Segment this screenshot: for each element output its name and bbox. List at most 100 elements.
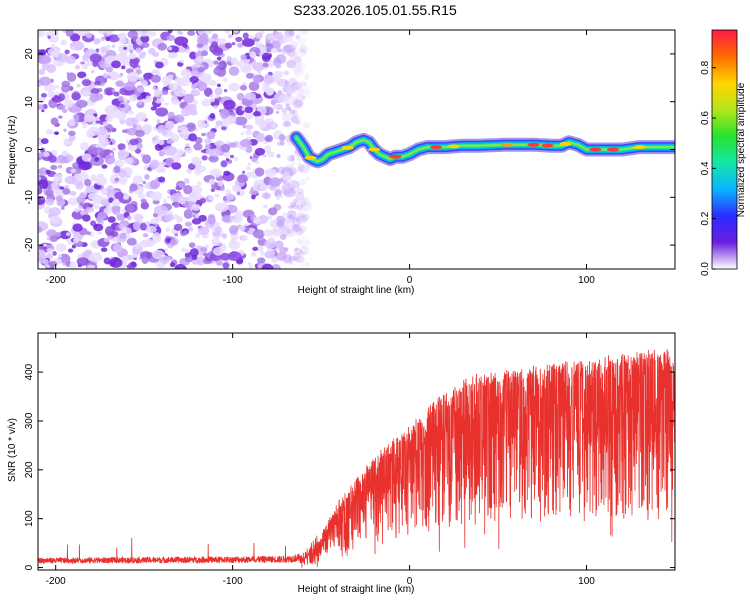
noise-blob xyxy=(153,205,168,216)
noise-blob xyxy=(246,171,255,178)
noise-blob xyxy=(275,103,283,111)
noise-blob xyxy=(114,177,120,182)
noise-blob xyxy=(58,115,63,119)
noise-blob xyxy=(261,192,272,200)
noise-blob xyxy=(297,164,305,172)
noise-blob xyxy=(262,45,267,51)
noise-blob xyxy=(142,233,149,238)
noise-blob xyxy=(221,143,231,153)
noise-blob xyxy=(276,48,283,53)
noise-blob xyxy=(204,244,209,249)
noise-blob xyxy=(108,34,120,43)
noise-blob xyxy=(214,141,219,146)
signal-hotspot xyxy=(304,155,317,160)
noise-blob xyxy=(209,94,215,98)
noise-blob xyxy=(167,111,175,119)
noise-blob xyxy=(152,199,160,205)
noise-blob xyxy=(89,53,102,63)
noise-blob xyxy=(167,30,173,34)
noise-blob xyxy=(71,46,76,51)
noise-blob xyxy=(151,137,160,145)
noise-blob xyxy=(197,181,202,186)
noise-blob xyxy=(38,104,45,110)
noise-blob xyxy=(286,228,294,234)
noise-blob xyxy=(90,174,97,182)
noise-blob xyxy=(191,70,199,78)
noise-blob xyxy=(53,131,59,135)
noise-blob xyxy=(181,107,192,117)
noise-blob xyxy=(101,164,108,169)
noise-blob xyxy=(291,203,299,210)
noise-blob xyxy=(239,84,248,91)
noise-blob xyxy=(174,233,179,237)
noise-blob xyxy=(95,176,108,186)
noise-blob xyxy=(107,108,120,119)
noise-blob xyxy=(104,154,116,165)
noise-blob xyxy=(274,240,284,248)
noise-blob xyxy=(39,49,47,56)
noise-blob xyxy=(88,252,103,263)
noise-blob xyxy=(155,107,169,117)
noise-blob xyxy=(197,81,207,92)
noise-blob xyxy=(219,252,230,261)
noise-blob xyxy=(152,232,161,240)
noise-blob xyxy=(144,173,150,180)
noise-blob xyxy=(241,107,246,111)
noise-blob xyxy=(285,105,291,110)
noise-blob xyxy=(236,92,245,101)
noise-blob xyxy=(189,185,203,195)
noise-blob xyxy=(139,222,147,231)
noise-blob xyxy=(147,167,152,171)
noise-blob xyxy=(38,226,43,233)
noise-blob xyxy=(300,202,312,211)
noise-blob xyxy=(64,175,77,185)
noise-blob xyxy=(254,32,263,40)
noise-blob xyxy=(216,83,221,88)
noise-blob xyxy=(252,182,265,192)
noise-blob xyxy=(204,143,212,150)
noise-blob xyxy=(209,168,222,178)
noise-blob xyxy=(276,196,280,201)
noise-blob xyxy=(58,164,63,169)
noise-blob xyxy=(304,75,310,81)
noise-blob xyxy=(275,110,280,114)
noise-blob xyxy=(168,46,173,51)
noise-blob xyxy=(264,144,272,153)
noise-blob xyxy=(176,216,183,223)
noise-blob xyxy=(142,123,153,134)
noise-blob xyxy=(248,81,260,92)
noise-blob xyxy=(45,169,51,175)
noise-blob xyxy=(213,105,219,109)
noise-blob xyxy=(300,261,310,269)
noise-blob xyxy=(115,80,125,87)
noise-blob xyxy=(199,73,212,83)
figure-title: S233.2026.105.01.55.R15 xyxy=(293,2,457,18)
noise-blob xyxy=(131,253,139,258)
noise-blob xyxy=(207,215,216,225)
noise-blob xyxy=(269,185,276,191)
noise-blob xyxy=(98,47,103,52)
signal-hotspot xyxy=(389,154,402,159)
noise-blob xyxy=(182,266,187,269)
noise-blob xyxy=(198,214,207,222)
noise-blob xyxy=(248,265,253,269)
noise-blob xyxy=(41,109,45,113)
noise-blob xyxy=(271,264,281,269)
noise-blob xyxy=(293,61,306,72)
noise-blob xyxy=(233,156,239,162)
snr-y-tick-label: 100 xyxy=(24,510,35,527)
noise-blob xyxy=(247,262,251,266)
noise-blob xyxy=(102,121,109,126)
noise-blob xyxy=(284,175,292,181)
noise-blob xyxy=(64,49,70,55)
noise-blob xyxy=(282,121,292,128)
noise-blob xyxy=(174,36,189,46)
noise-blob xyxy=(201,132,207,137)
noise-blob xyxy=(129,138,139,146)
noise-blob xyxy=(231,42,236,46)
noise-blob xyxy=(299,239,311,249)
signal-hotspot xyxy=(527,142,540,147)
noise-blob xyxy=(76,257,89,266)
noise-blob xyxy=(53,96,63,103)
noise-blob xyxy=(196,43,204,48)
